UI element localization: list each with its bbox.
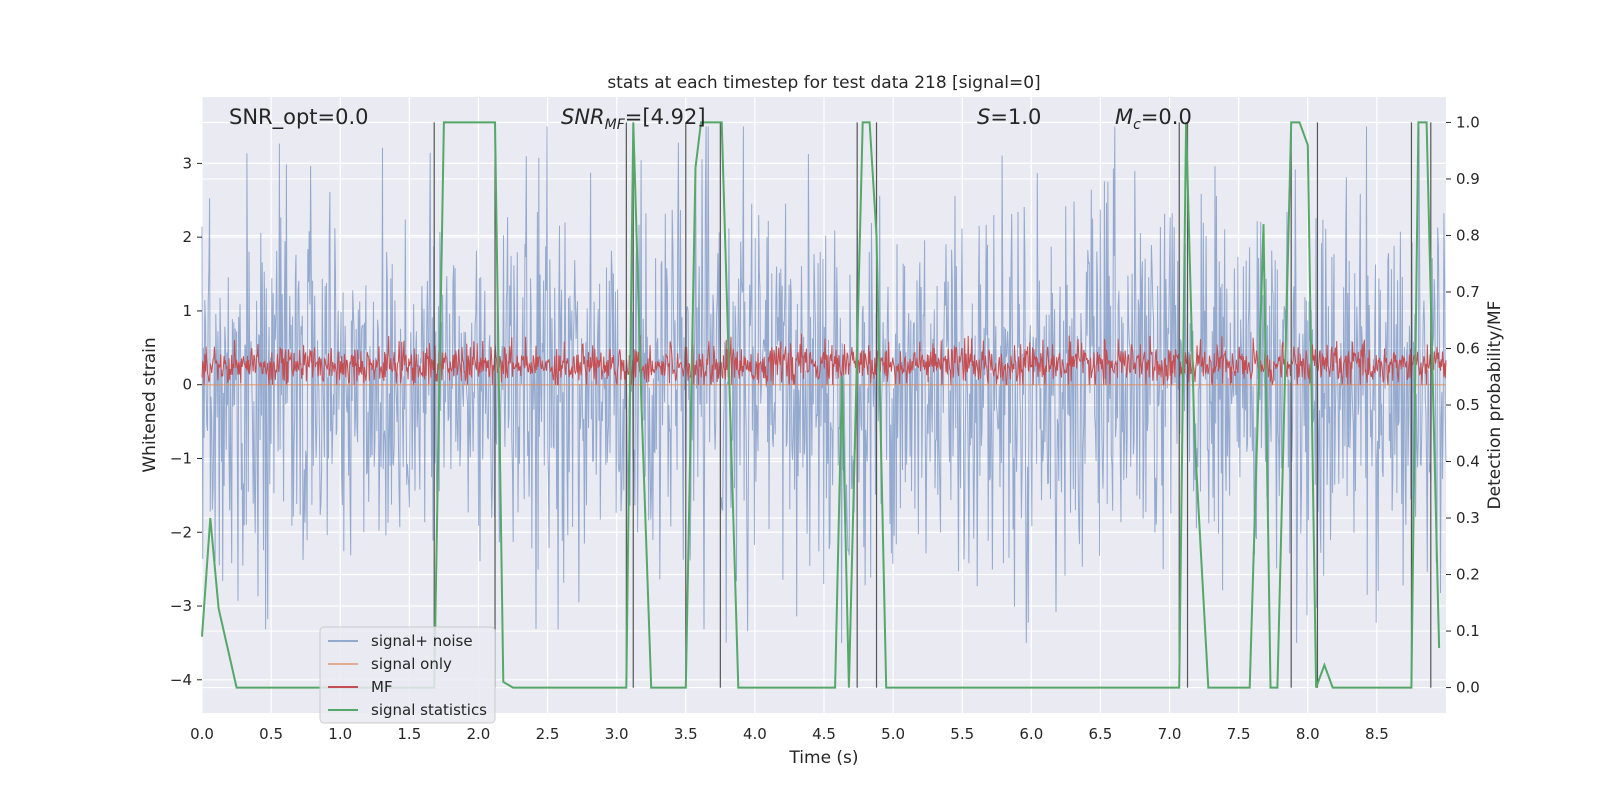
annotation-snr-opt: SNR_opt=0.0 <box>229 105 369 130</box>
y-tick-label: −1 <box>170 449 192 467</box>
mf-series <box>201 333 1447 387</box>
vertical-markers <box>433 122 1432 688</box>
x-tick-label: 2.0 <box>467 725 491 743</box>
x-tick-label: 4.5 <box>812 725 836 743</box>
y2-tick-label: 0.0 <box>1456 679 1480 697</box>
annotation-s-italic: S <box>977 105 990 129</box>
x-tick-label: 0.0 <box>190 725 214 743</box>
y2-tick-labels: 1.0 0.9 0.8 0.7 0.6 0.5 0.4 0.3 0.2 0.1 0.0 <box>1446 113 1480 697</box>
mf-line <box>201 333 1447 387</box>
y2-tick-label: 0.9 <box>1456 170 1480 188</box>
x-tick-label: 5.5 <box>950 725 974 743</box>
y2-tick-label: 0.4 <box>1456 453 1480 471</box>
signal-statistics-series <box>201 121 1441 689</box>
x-tick-label: 6.0 <box>1019 725 1043 743</box>
annotation-snr-mf-base: SNR <box>561 105 605 129</box>
legend: signal+ noise signal only MF signal stat… <box>319 626 496 724</box>
annotation-mc-sub: c <box>1133 117 1141 133</box>
y2-tick-label: 0.2 <box>1456 566 1480 584</box>
signal-noise-series <box>201 126 1447 643</box>
y2-tick-label: 1.0 <box>1456 113 1480 131</box>
annotation-snr-mf-sub: MF <box>605 117 626 133</box>
y-tick-label: −4 <box>170 671 192 689</box>
signal-statistics-line <box>201 121 1441 689</box>
x-tick-label: 8.0 <box>1296 725 1320 743</box>
x-tick-label: 7.0 <box>1158 725 1182 743</box>
y2-tick-label: 0.5 <box>1456 396 1480 414</box>
annotation-snr-mf: SNRMF=[4.92] <box>561 105 706 133</box>
y-tick-label: 3 <box>182 154 192 172</box>
x-axis-label: Time (s) <box>788 748 858 768</box>
x-tick-label: 3.0 <box>605 725 629 743</box>
y-axis-label: Whitened strain <box>140 337 160 472</box>
y-tick-label: 0 <box>182 376 192 394</box>
signal-noise-line <box>201 126 1447 643</box>
y-tick-label: 2 <box>182 228 192 246</box>
x-tick-labels: 0.0 0.5 1.0 1.5 2.0 2.5 3.0 3.5 4.0 4.5 5.0 5.5 6.0 6… <box>190 725 1389 743</box>
y2-tick-label: 0.6 <box>1456 339 1480 357</box>
y2-tick-label: 0.3 <box>1456 509 1480 527</box>
x-tick-label: 8.5 <box>1365 725 1389 743</box>
y-tick-label: −3 <box>170 597 192 615</box>
legend-label-mf: MF <box>371 678 393 696</box>
y2-tick-label: 0.7 <box>1456 283 1480 301</box>
x-tick-label: 1.5 <box>397 725 421 743</box>
y2-tick-label: 0.1 <box>1456 622 1480 640</box>
legend-label-signal-only: signal only <box>371 655 452 673</box>
annotation-mc-value: =0.0 <box>1141 105 1192 129</box>
legend-box <box>319 626 496 724</box>
y2-tick-label: 0.8 <box>1456 226 1480 244</box>
x-tick-label: 4.0 <box>743 725 767 743</box>
y-tick-label: 1 <box>182 302 192 320</box>
x-tick-label: 5.0 <box>881 725 905 743</box>
y2-axis-label: Detection probability/MF <box>1485 301 1505 510</box>
legend-label-signal-noise: signal+ noise <box>371 632 473 650</box>
y-tick-label: −2 <box>170 523 192 541</box>
y-tick-labels: 3 2 1 0 −1 −2 −3 −4 <box>170 154 202 689</box>
x-tick-label: 1.0 <box>328 725 352 743</box>
x-tick-label: 7.5 <box>1227 725 1251 743</box>
x-tick-label: 0.5 <box>259 725 283 743</box>
x-tick-label: 2.5 <box>536 725 560 743</box>
annotation-mc: Mc=0.0 <box>1115 105 1192 133</box>
x-tick-label: 3.5 <box>674 725 698 743</box>
x-tick-label: 6.5 <box>1089 725 1113 743</box>
legend-label-signal-statistics: signal statistics <box>371 701 487 719</box>
annotation-snr-mf-value: =[4.92] <box>625 105 706 129</box>
annotation-mc-italic: M <box>1115 105 1133 129</box>
annotation-s: S=1.0 <box>977 105 1041 129</box>
chart-title: stats at each timestep for test data 218… <box>607 73 1040 93</box>
annotation-s-value: =1.0 <box>990 105 1041 129</box>
